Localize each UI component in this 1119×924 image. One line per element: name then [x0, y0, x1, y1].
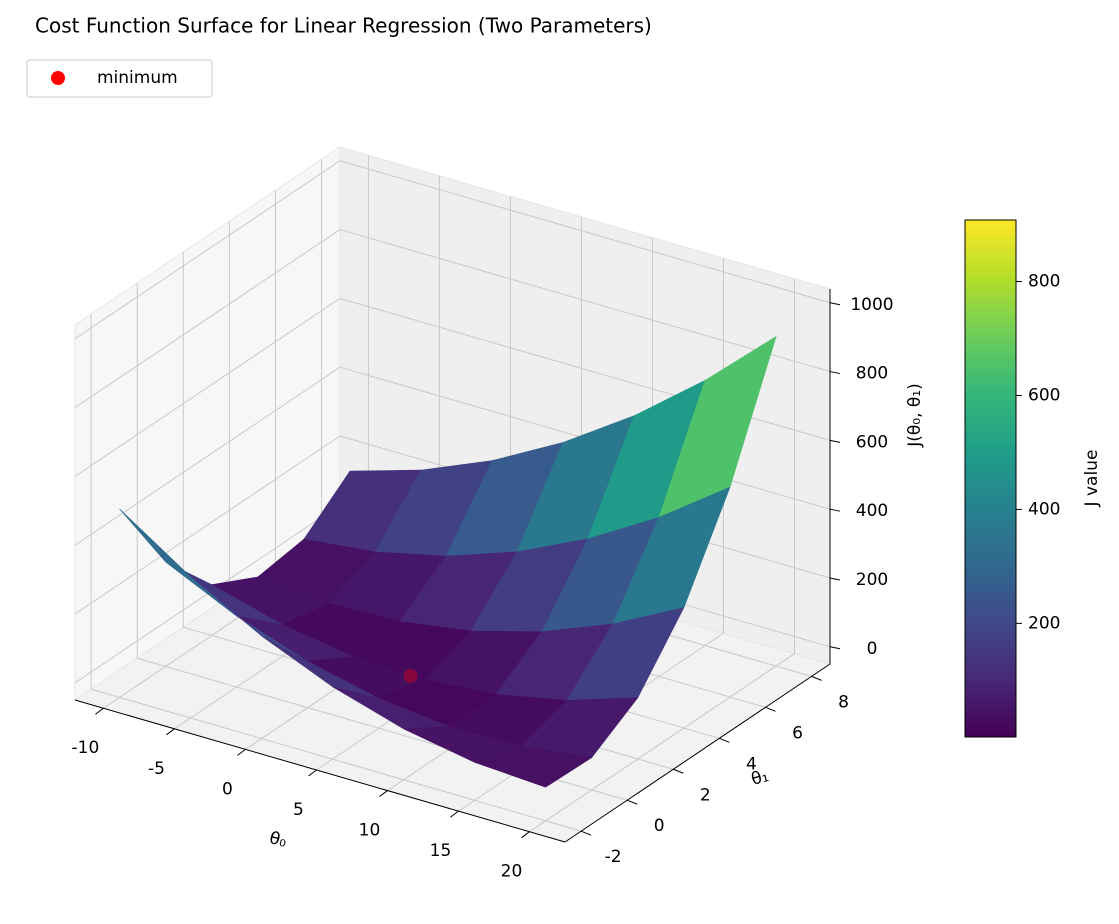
z-tick-label: 400: [856, 501, 888, 521]
x-tick-label: -5: [148, 759, 165, 779]
y-tick-label: 0: [654, 816, 665, 836]
tick-mark: [829, 508, 841, 512]
y-tick-label: 6: [792, 723, 803, 743]
grid-line: [339, 229, 831, 373]
z-tick-label: 600: [856, 432, 888, 452]
tick-mark: [765, 706, 776, 712]
y-tick-label: 4: [746, 754, 757, 774]
tick-mark: [829, 439, 841, 443]
colorbar-tick-label: 600: [1028, 385, 1060, 405]
tick-mark: [829, 646, 841, 650]
grid-line: [74, 229, 341, 408]
y-tick-label: -2: [605, 847, 622, 867]
tick-mark: [719, 737, 730, 743]
x-tick-label: 0: [222, 779, 233, 799]
x-axis-label: θ₀: [267, 828, 289, 852]
y-tick-label: 2: [700, 785, 711, 805]
grid-line: [339, 160, 831, 304]
legend-marker: [51, 71, 65, 85]
z-tick-label: 800: [856, 364, 888, 384]
legend-box: [26, 59, 213, 98]
tick-mark: [521, 831, 530, 839]
tick-mark: [829, 577, 841, 581]
y-tick-label: 8: [838, 692, 849, 712]
x-tick-label: 15: [430, 841, 452, 861]
y-axis-label: θ₁: [749, 766, 771, 790]
x-axis-line: [74, 699, 566, 843]
colorbar-tick-label: 200: [1028, 613, 1060, 633]
colorbar-tick-label: 800: [1028, 272, 1060, 292]
tick-mark: [379, 790, 388, 797]
tick-mark: [829, 371, 841, 375]
colorbar-label: J value: [1082, 450, 1102, 508]
tick-mark: [811, 675, 822, 681]
grid-line: [74, 366, 341, 546]
grid-line: [74, 435, 341, 615]
minimum-point: [403, 668, 418, 683]
x-tick-label: 10: [359, 821, 381, 841]
grid-line: [74, 160, 341, 340]
grid-line: [90, 688, 582, 832]
tick-mark: [308, 769, 317, 777]
z-axis-label: J(θ₀, θ₁): [905, 383, 925, 448]
x-tick-label: 5: [293, 800, 304, 820]
legend-label: minimum: [97, 68, 178, 88]
tick-mark: [95, 707, 104, 715]
z-tick-label: 0: [867, 639, 878, 659]
colorbar: [964, 219, 1017, 738]
tick-mark: [829, 302, 841, 306]
tick-mark: [166, 728, 175, 736]
grid-line: [74, 297, 341, 477]
colorbar-tick-label: 400: [1028, 499, 1060, 519]
tick-mark: [450, 810, 459, 818]
tick-mark: [580, 830, 592, 836]
x-tick-label: -10: [72, 738, 100, 758]
x-tick-label: 20: [501, 862, 523, 882]
surface-patch: [473, 746, 593, 788]
z-tick-label: 200: [856, 570, 888, 590]
grid-line: [529, 653, 795, 833]
y-axis-line: [564, 663, 831, 843]
tick-mark: [627, 799, 638, 805]
chart-title: Cost Function Surface for Linear Regress…: [35, 14, 652, 38]
z-tick-label: 1000: [850, 295, 893, 315]
tick-mark: [237, 748, 246, 756]
tick-mark: [673, 768, 684, 774]
